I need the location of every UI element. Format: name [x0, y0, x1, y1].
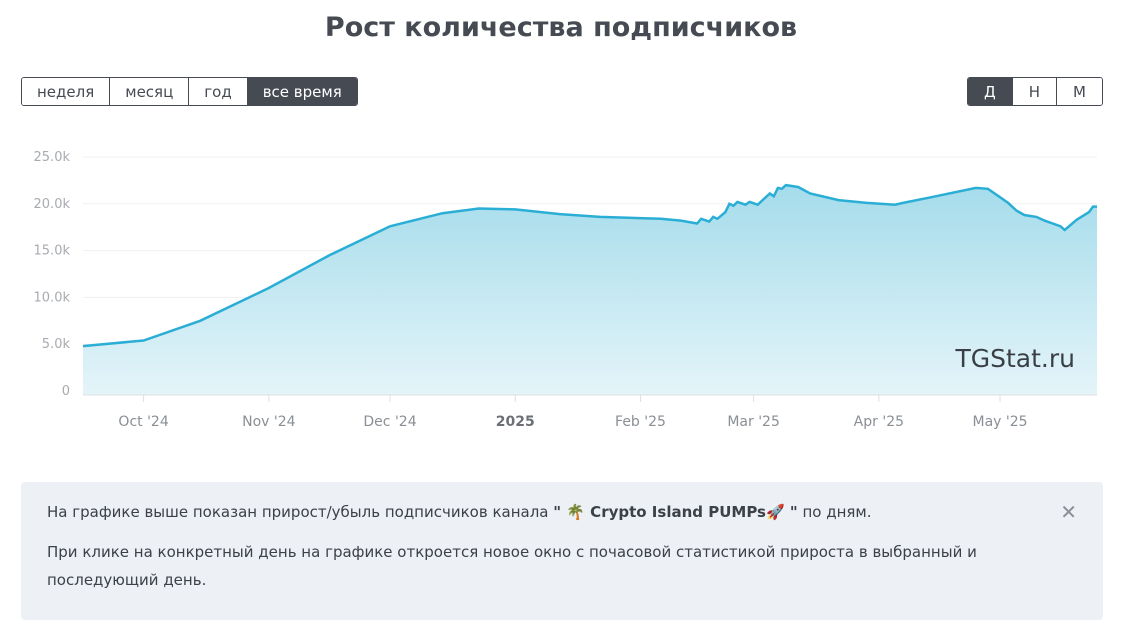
y-tick-label: 5.0k [42, 337, 71, 352]
period-all-time-button[interactable]: все время [246, 78, 357, 105]
info-panel: ✕ На графике выше показан прирост/убыль … [21, 482, 1103, 620]
y-tick-label: 20.0k [34, 197, 71, 212]
x-tick-label: Apr '25 [854, 414, 904, 430]
info-line-1: На графике выше показан прирост/убыль по… [47, 498, 1077, 526]
y-tick-label: 0 [62, 384, 70, 399]
x-tick-label: May '25 [973, 414, 1028, 430]
x-tick-label: Feb '25 [615, 414, 666, 430]
x-tick-label: Mar '25 [727, 414, 780, 430]
y-tick-label: 10.0k [34, 290, 71, 305]
x-tick-label: Nov '24 [242, 414, 296, 430]
info-line-2: При клике на конкретный день на графике … [47, 543, 977, 589]
close-icon[interactable]: ✕ [1060, 500, 1077, 524]
x-tick-label: 2025 [496, 414, 535, 430]
channel-name: " 🌴 Crypto Island PUMPs🚀 " [553, 503, 798, 521]
info-text: по дням. [797, 503, 872, 521]
period-selector: неделя месяц год все время [21, 77, 358, 106]
x-tick-label: Oct '24 [118, 414, 168, 430]
period-year-button[interactable]: год [188, 78, 247, 105]
granularity-selector: Д Н М [967, 77, 1103, 106]
page-title: Рост количества подписчиков [324, 12, 798, 43]
chart-area-fill [83, 185, 1097, 395]
granularity-week-button[interactable]: Н [1011, 78, 1057, 105]
info-text: На графике выше показан прирост/убыль по… [47, 503, 554, 521]
granularity-day-button[interactable]: Д [968, 78, 1012, 105]
y-tick-label: 15.0k [34, 244, 71, 259]
period-month-button[interactable]: месяц [109, 78, 189, 105]
tgstat-watermark: TGStat.ru [954, 344, 1075, 373]
period-week-button[interactable]: неделя [22, 78, 110, 105]
x-tick-label: Dec '24 [363, 414, 416, 430]
granularity-month-button[interactable]: М [1056, 78, 1102, 105]
subscriber-growth-chart[interactable]: 0 5.0k 10.0k 15.0k 20.0k 25.0k Oct '24 Nov '24… [0, 0, 1122, 470]
chart-series-line[interactable] [82, 183, 1097, 348]
y-tick-label: 25.0k [34, 150, 71, 165]
